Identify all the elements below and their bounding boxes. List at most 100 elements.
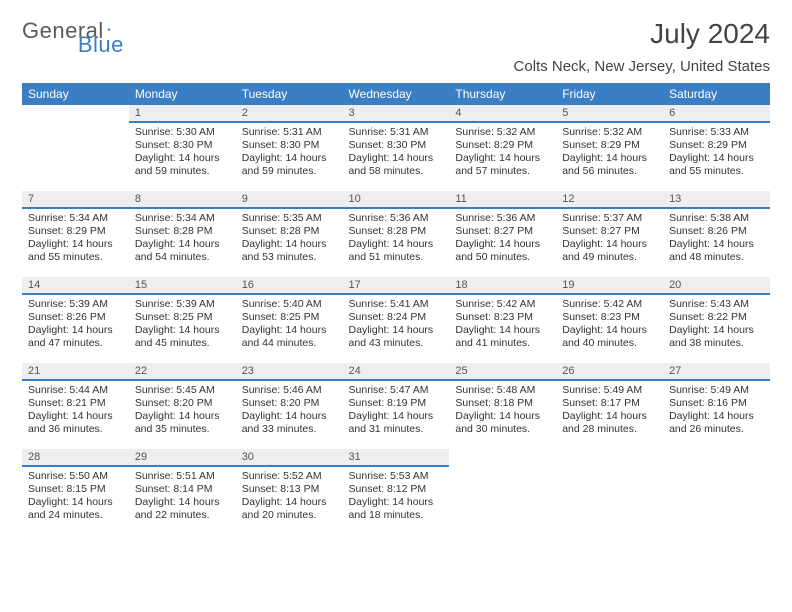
calendar-day-cell: 30Sunrise: 5:52 AMSunset: 8:13 PMDayligh… [236,449,343,535]
calendar-day-cell: 3Sunrise: 5:31 AMSunset: 8:30 PMDaylight… [343,105,450,191]
calendar-day-cell: 20Sunrise: 5:43 AMSunset: 8:22 PMDayligh… [663,277,770,363]
empty-day [22,105,129,121]
calendar-week-row: 21Sunrise: 5:44 AMSunset: 8:21 PMDayligh… [22,363,770,449]
daylight-text: Daylight: 14 hours and 38 minutes. [669,324,764,350]
day-number: 23 [236,363,343,381]
daylight-text: Daylight: 14 hours and 26 minutes. [669,410,764,436]
calendar-day-cell: 19Sunrise: 5:42 AMSunset: 8:23 PMDayligh… [556,277,663,363]
calendar-day-cell: 21Sunrise: 5:44 AMSunset: 8:21 PMDayligh… [22,363,129,449]
weekday-header: Saturday [663,83,770,105]
day-number: 6 [663,105,770,123]
day-details: Sunrise: 5:50 AMSunset: 8:15 PMDaylight:… [22,467,129,523]
daylight-text: Daylight: 14 hours and 56 minutes. [562,152,657,178]
weekday-header: Monday [129,83,236,105]
sunset-text: Sunset: 8:16 PM [669,397,764,410]
sunset-text: Sunset: 8:24 PM [349,311,444,324]
day-number: 16 [236,277,343,295]
day-details: Sunrise: 5:49 AMSunset: 8:17 PMDaylight:… [556,381,663,437]
sunrise-text: Sunrise: 5:52 AM [242,470,337,483]
weekday-header: Sunday [22,83,129,105]
calendar-week-row: 14 Sunrise: 5:39 AMSunset: 8:26 PM Dayligh… [22,277,770,363]
calendar-day-cell: 14Sunrise: 5:39 AMSunset: 8:26 PMDayligh… [22,277,129,363]
sunrise-text: Sunrise: 5:40 AM [242,298,337,311]
calendar-header-row: SundayMondayTuesdayWednesdayThursdayFrid… [22,83,770,105]
day-details: Sunrise: 5:41 AMSunset: 8:24 PMDaylight:… [343,295,450,351]
calendar-day-cell [556,449,663,535]
calendar-day-cell: 15Sunrise: 5:39 AMSunset: 8:25 PMDayligh… [129,277,236,363]
sunset-text: Sunset: 8:28 PM [242,225,337,238]
day-number: 19 [556,277,663,295]
calendar-day-cell: 26Sunrise: 5:49 AMSunset: 8:17 PMDayligh… [556,363,663,449]
calendar-week-row: 28Sunrise: 5:50 AMSunset: 8:15 PMDayligh… [22,449,770,535]
daylight-text: Daylight: 14 hours and 28 minutes. [562,410,657,436]
daylight-text: Daylight: 14 hours and 33 minutes. [242,410,337,436]
weekday-header: Thursday [449,83,556,105]
location-text: Colts Neck, New Jersey, United States [22,58,770,75]
sunset-text: Sunset: 8:20 PM [242,397,337,410]
sunset-text: Sunset: 8:20 PM [135,397,230,410]
daylight-text: Daylight: 14 hours and 55 minutes. [28,238,123,264]
sunset-text: Sunset: 8:17 PM [562,397,657,410]
sunset-text: Sunset: 8:19 PM [349,397,444,410]
day-number: 24 [343,363,450,381]
daylight-text: Daylight: 14 hours and 41 minutes. [455,324,550,350]
daylight-text: Daylight: 14 hours and 22 minutes. [135,496,230,522]
day-details: Sunrise: 5:48 AMSunset: 8:18 PMDaylight:… [449,381,556,437]
sunrise-text: Sunrise: 5:33 AM [669,126,764,139]
daylight-text: Daylight: 14 hours and 43 minutes. [349,324,444,350]
sunrise-text: Sunrise: 5:42 AM [455,298,550,311]
sunset-text: Sunset: 8:26 PM [28,311,123,324]
day-details: Sunrise: 5:52 AMSunset: 8:13 PMDaylight:… [236,467,343,523]
sunset-text: Sunset: 8:26 PM [669,225,764,238]
sunrise-text: Sunrise: 5:36 AM [455,212,550,225]
day-number: 4 [449,105,556,123]
weekday-header: Wednesday [343,83,450,105]
sunset-text: Sunset: 8:29 PM [455,139,550,152]
calendar-day-cell [449,449,556,535]
sunrise-text: Sunrise: 5:31 AM [242,126,337,139]
day-number: 8 [129,191,236,209]
daylight-text: Daylight: 14 hours and 45 minutes. [135,324,230,350]
sunset-text: Sunset: 8:30 PM [135,139,230,152]
calendar-day-cell: 9Sunrise: 5:35 AMSunset: 8:28 PMDaylight… [236,191,343,277]
sunrise-text: Sunrise: 5:51 AM [135,470,230,483]
calendar-day-cell: 28Sunrise: 5:50 AMSunset: 8:15 PMDayligh… [22,449,129,535]
daylight-text: Daylight: 14 hours and 58 minutes. [349,152,444,178]
calendar-day-cell: 11Sunrise: 5:36 AMSunset: 8:27 PMDayligh… [449,191,556,277]
day-details: Sunrise: 5:44 AMSunset: 8:21 PMDaylight:… [22,381,129,437]
calendar-body: 1Sunrise: 5:30 AMSunset: 8:30 PMDaylight… [22,105,770,535]
day-details: Sunrise: 5:32 AMSunset: 8:29 PMDaylight:… [556,123,663,179]
day-number: 13 [663,191,770,209]
daylight-text: Daylight: 14 hours and 53 minutes. [242,238,337,264]
sunset-text: Sunset: 8:29 PM [669,139,764,152]
day-number: 7 [22,191,129,209]
calendar-day-cell: 5Sunrise: 5:32 AMSunset: 8:29 PMDaylight… [556,105,663,191]
day-number: 12 [556,191,663,209]
sunrise-text: Sunrise: 5:31 AM [349,126,444,139]
calendar-day-cell: 10Sunrise: 5:36 AMSunset: 8:28 PMDayligh… [343,191,450,277]
calendar-day-cell: 29Sunrise: 5:51 AMSunset: 8:14 PMDayligh… [129,449,236,535]
sunset-text: Sunset: 8:30 PM [349,139,444,152]
day-details: Sunrise: 5:37 AMSunset: 8:27 PMDaylight:… [556,209,663,265]
sunrise-text: Sunrise: 5:53 AM [349,470,444,483]
sunset-text: Sunset: 8:23 PM [562,311,657,324]
calendar-day-cell: 16Sunrise: 5:40 AMSunset: 8:25 PMDayligh… [236,277,343,363]
sunrise-text: Sunrise: 5:50 AM [28,470,123,483]
day-number: 10 [343,191,450,209]
sunrise-text: Sunrise: 5:39 AM [28,298,123,311]
calendar-day-cell: 24Sunrise: 5:47 AMSunset: 8:19 PMDayligh… [343,363,450,449]
calendar-day-cell: 4Sunrise: 5:32 AMSunset: 8:29 PMDaylight… [449,105,556,191]
weekday-header: Tuesday [236,83,343,105]
sunrise-text: Sunrise: 5:49 AM [669,384,764,397]
day-number: 22 [129,363,236,381]
day-details: Sunrise: 5:31 AMSunset: 8:30 PMDaylight:… [236,123,343,179]
empty-day [449,449,556,465]
sunset-text: Sunset: 8:27 PM [562,225,657,238]
daylight-text: Daylight: 14 hours and 59 minutes. [135,152,230,178]
day-details: Sunrise: 5:49 AMSunset: 8:16 PMDaylight:… [663,381,770,437]
day-number: 17 [343,277,450,295]
day-number: 14 [22,277,129,295]
sunset-text: Sunset: 8:25 PM [242,311,337,324]
calendar-day-cell: 31Sunrise: 5:53 AMSunset: 8:12 PMDayligh… [343,449,450,535]
day-number: 21 [22,363,129,381]
